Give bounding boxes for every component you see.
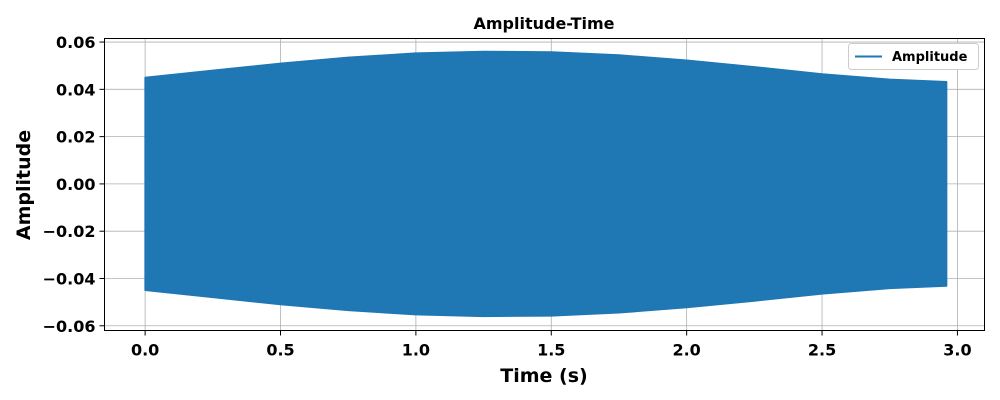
x-tick-label: 2.5 [808, 341, 836, 360]
x-tick-label: 1.5 [537, 341, 565, 360]
plot-data [144, 50, 948, 318]
chart-title: Amplitude-Time [473, 14, 614, 33]
y-tick-label: 0.02 [56, 128, 95, 147]
y-axis-label: Amplitude [13, 130, 35, 240]
x-tick-label: 3.0 [943, 341, 971, 360]
x-tick-label: 1.0 [402, 341, 430, 360]
x-axis-label: Time (s) [500, 365, 587, 387]
y-tick-label: −0.06 [43, 317, 96, 336]
x-axis-ticks: 0.0 0.5 1.0 1.5 2.0 2.5 3.0 [131, 330, 972, 360]
y-tick-label: −0.02 [43, 222, 96, 241]
legend: Amplitude [848, 43, 979, 70]
x-tick-label: 2.0 [672, 341, 700, 360]
y-tick-label: −0.04 [43, 269, 96, 288]
y-tick-label: 0.04 [56, 80, 95, 99]
legend-label-amplitude: Amplitude [892, 50, 968, 65]
legend-box [848, 43, 979, 70]
series-amplitude-waveform [144, 50, 948, 318]
y-tick-label: 0.00 [56, 175, 95, 194]
x-tick-label: 0.5 [266, 341, 294, 360]
y-axis-ticks: 0.06 0.04 0.02 0.00 −0.02 −0.04 −0.06 [43, 33, 105, 336]
x-tick-label: 0.0 [131, 341, 159, 360]
y-tick-label: 0.06 [56, 33, 95, 52]
plot-frame [104, 38, 985, 331]
